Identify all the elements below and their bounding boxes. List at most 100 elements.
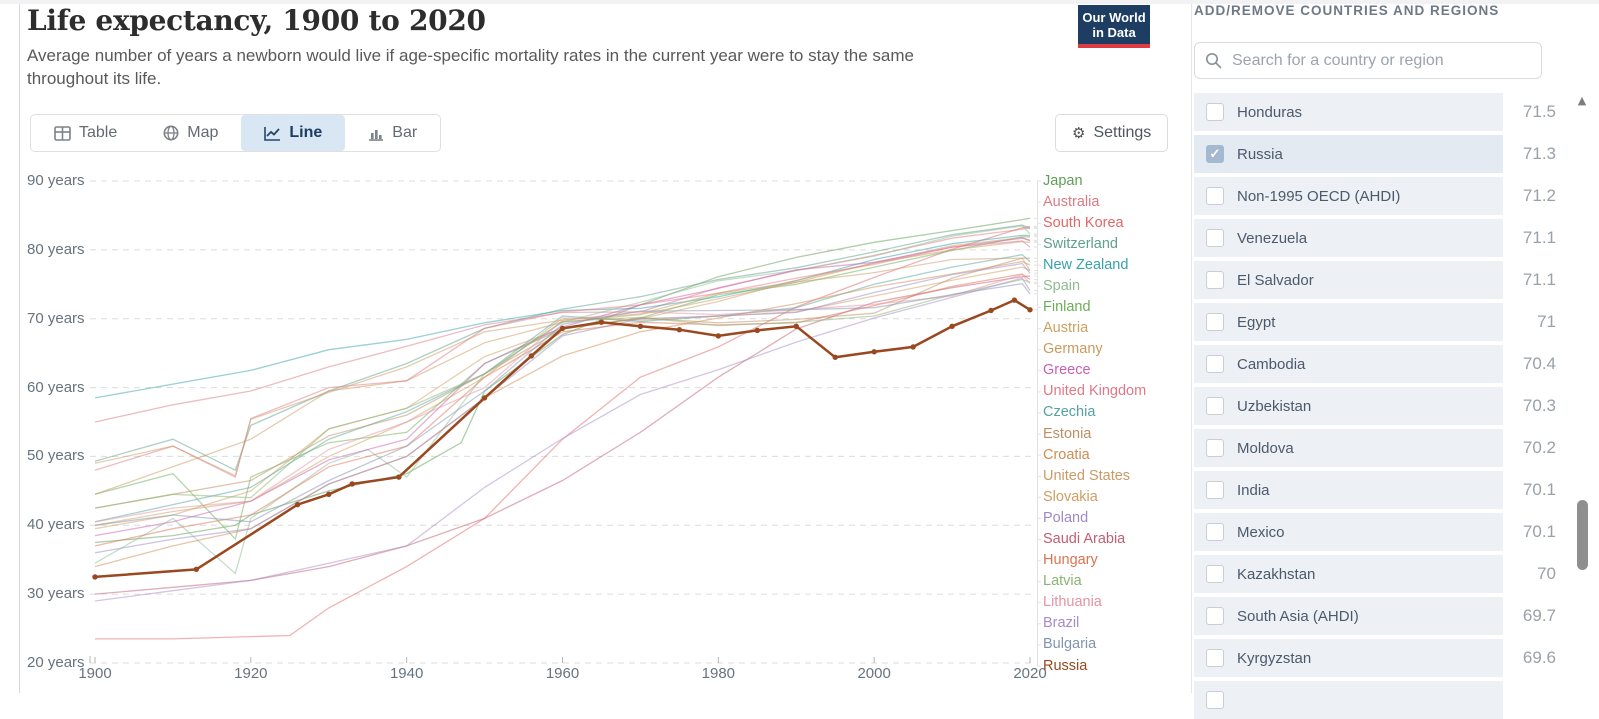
x-axis-tick-label: 1960 bbox=[545, 665, 580, 682]
country-row-label-cell: Mexico bbox=[1194, 513, 1503, 551]
series-line-japan[interactable] bbox=[94, 217, 1031, 544]
country-name: Kazakhstan bbox=[1237, 565, 1316, 583]
series-line-brazil[interactable] bbox=[94, 277, 1031, 602]
country-row-mexico[interactable]: Mexico 70.1 bbox=[1194, 513, 1558, 551]
search-input[interactable] bbox=[1230, 50, 1531, 71]
country-row-india[interactable]: India 70.1 bbox=[1194, 471, 1558, 509]
country-row-russia[interactable]: ✓ Russia 71.3 bbox=[1194, 135, 1558, 173]
country-name: Honduras bbox=[1237, 103, 1303, 121]
country-checkbox[interactable] bbox=[1206, 355, 1224, 373]
table-icon bbox=[54, 125, 71, 141]
country-value: 70.2 bbox=[1503, 429, 1558, 467]
country-checkbox[interactable] bbox=[1206, 271, 1224, 289]
country-name: Mexico bbox=[1237, 523, 1285, 541]
legend-label-australia[interactable]: Australia bbox=[1043, 193, 1100, 210]
legend-label-united-states[interactable]: United States bbox=[1043, 467, 1131, 484]
legend-label-switzerland[interactable]: Switzerland bbox=[1043, 235, 1118, 252]
series-marker bbox=[754, 327, 760, 334]
legend-label-south-korea[interactable]: South Korea bbox=[1043, 214, 1124, 231]
tab-map[interactable]: Map bbox=[140, 115, 241, 151]
country-checkbox[interactable]: ✓ bbox=[1206, 145, 1224, 163]
owid-logo[interactable]: Our World in Data bbox=[1078, 5, 1150, 48]
country-row-non-1995-oecd-ahdi-[interactable]: Non-1995 OECD (AHDI) 71.2 bbox=[1194, 177, 1558, 215]
country-checkbox[interactable] bbox=[1206, 313, 1224, 331]
scroll-up-arrow-icon[interactable]: ▲ bbox=[1577, 94, 1587, 107]
country-name: Venezuela bbox=[1237, 229, 1308, 247]
country-row-honduras[interactable]: Honduras 71.5 bbox=[1194, 93, 1558, 131]
legend-label-finland[interactable]: Finland bbox=[1043, 299, 1091, 316]
legend-label-latvia[interactable]: Latvia bbox=[1043, 573, 1082, 590]
legend-label-germany[interactable]: Germany bbox=[1043, 341, 1103, 358]
series-line-spain[interactable] bbox=[94, 225, 1031, 575]
legend-label-lithuania[interactable]: Lithuania bbox=[1043, 594, 1102, 611]
country-checkbox[interactable] bbox=[1206, 607, 1224, 625]
country-checkbox[interactable] bbox=[1206, 649, 1224, 667]
legend-label-croatia[interactable]: Croatia bbox=[1043, 446, 1090, 463]
legend-label-estonia[interactable]: Estonia bbox=[1043, 425, 1092, 442]
country-row-uzbekistan[interactable]: Uzbekistan 70.3 bbox=[1194, 387, 1558, 425]
legend-label-united-kingdom[interactable]: United Kingdom bbox=[1043, 383, 1147, 400]
series-line-hungary[interactable] bbox=[94, 273, 1031, 547]
country-checkbox[interactable] bbox=[1206, 187, 1224, 205]
series-line-bulgaria[interactable] bbox=[94, 282, 1031, 526]
series-marker bbox=[1027, 307, 1033, 313]
settings-button[interactable]: ⚙ Settings bbox=[1055, 114, 1169, 152]
top-strip bbox=[0, 0, 1599, 4]
country-row-egypt[interactable]: Egypt 71 bbox=[1194, 303, 1558, 341]
country-row-kyrgyzstan[interactable]: Kyrgyzstan 69.6 bbox=[1194, 639, 1558, 677]
series-line-new-zealand[interactable] bbox=[94, 234, 1030, 399]
country-row-partial[interactable] bbox=[1194, 681, 1558, 719]
country-row-moldova[interactable]: Moldova 70.2 bbox=[1194, 429, 1558, 467]
series-line-poland[interactable] bbox=[94, 262, 1031, 554]
country-checkbox[interactable] bbox=[1206, 439, 1224, 457]
tab-line[interactable]: Line bbox=[241, 115, 346, 151]
series-line-switzerland[interactable] bbox=[94, 224, 1031, 472]
legend-label-spain[interactable]: Spain bbox=[1043, 277, 1081, 294]
legend-label-austria[interactable]: Austria bbox=[1043, 320, 1089, 337]
country-checkbox[interactable] bbox=[1206, 565, 1224, 583]
legend-label-saudi-arabia[interactable]: Saudi Arabia bbox=[1043, 530, 1126, 547]
country-row-south-asia-ahdi-[interactable]: South Asia (AHDI) 69.7 bbox=[1194, 597, 1558, 635]
country-checkbox[interactable] bbox=[1206, 103, 1224, 121]
country-name: Cambodia bbox=[1237, 355, 1306, 373]
country-checkbox[interactable] bbox=[1206, 523, 1224, 541]
country-checkbox[interactable] bbox=[1206, 397, 1224, 415]
country-row-venezuela[interactable]: Venezuela 71.1 bbox=[1194, 219, 1558, 257]
country-search-box[interactable] bbox=[1194, 42, 1542, 79]
series-line-united-kingdom[interactable] bbox=[94, 240, 1031, 479]
legend-label-brazil[interactable]: Brazil bbox=[1043, 615, 1080, 632]
country-checkbox[interactable] bbox=[1206, 229, 1224, 247]
legend-label-bulgaria[interactable]: Bulgaria bbox=[1043, 636, 1097, 653]
legend-label-hungary[interactable]: Hungary bbox=[1043, 552, 1098, 569]
legend-label-greece[interactable]: Greece bbox=[1043, 362, 1091, 379]
series-marker bbox=[1011, 297, 1018, 303]
series-marker bbox=[793, 323, 799, 329]
country-checkbox[interactable] bbox=[1206, 691, 1224, 709]
legend-label-slovakia[interactable]: Slovakia bbox=[1043, 488, 1098, 505]
legend-label-poland[interactable]: Poland bbox=[1043, 509, 1089, 526]
country-row-kazakhstan[interactable]: Kazakhstan 70 bbox=[1194, 555, 1558, 593]
series-line-latvia[interactable] bbox=[94, 278, 1031, 509]
tab-bar[interactable]: Bar bbox=[345, 115, 440, 151]
scrollbar-thumb[interactable] bbox=[1577, 500, 1588, 570]
owid-logo-line2: in Data bbox=[1092, 24, 1136, 40]
series-line-czechia[interactable] bbox=[94, 254, 1031, 523]
legend-label-japan[interactable]: Japan bbox=[1043, 172, 1083, 189]
legend-label-new-zealand[interactable]: New Zealand bbox=[1043, 256, 1129, 273]
chart-subtitle: Average number of years a newborn would … bbox=[27, 46, 914, 88]
panel-divider bbox=[1191, 4, 1192, 693]
series-line-russia[interactable] bbox=[94, 298, 1031, 579]
country-row-cambodia[interactable]: Cambodia 70.4 bbox=[1194, 345, 1558, 383]
series-marker bbox=[910, 344, 916, 350]
country-row-el-salvador[interactable]: El Salvador 71.1 bbox=[1194, 261, 1558, 299]
country-row-label-cell: Kazakhstan bbox=[1194, 555, 1503, 593]
series-line-united-states[interactable] bbox=[94, 257, 1031, 477]
tab-table[interactable]: Table bbox=[31, 115, 140, 151]
country-value: 70.1 bbox=[1503, 513, 1558, 551]
country-list: Honduras 71.5 ✓ Russia 71.3 Non-1995 OECD (AH… bbox=[1194, 93, 1558, 719]
series-marker bbox=[326, 491, 332, 497]
legend-label-russia[interactable]: Russia bbox=[1043, 657, 1088, 674]
country-checkbox[interactable] bbox=[1206, 481, 1224, 499]
legend-label-czechia[interactable]: Czechia bbox=[1043, 404, 1096, 421]
country-value: 71.1 bbox=[1503, 219, 1558, 257]
